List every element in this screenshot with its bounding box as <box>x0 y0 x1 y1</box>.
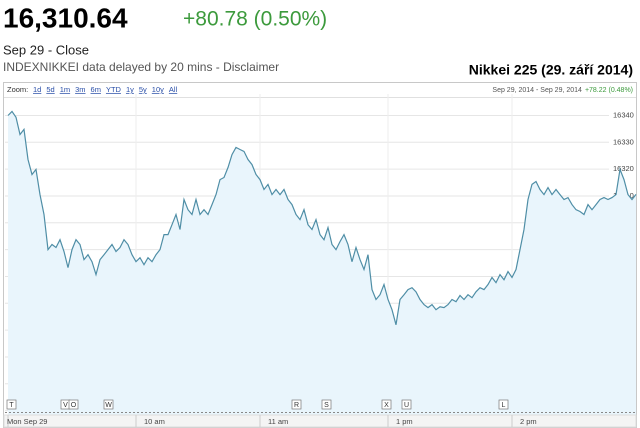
zoom-option[interactable]: 5y <box>139 85 147 94</box>
zoom-option[interactable]: 1m <box>60 85 70 94</box>
flag-box[interactable] <box>498 399 509 410</box>
price: 16,310.64 <box>3 2 128 33</box>
flag-letter: W <box>105 402 112 409</box>
flag-box[interactable] <box>291 399 302 410</box>
flag-box[interactable] <box>321 399 332 410</box>
zoom-option[interactable]: 6m <box>91 85 101 94</box>
y-tick-label: 16320 <box>613 164 634 173</box>
flag-letter: T <box>9 402 14 409</box>
zoom-option[interactable]: 1d <box>33 85 41 94</box>
x-tick-label: 2 pm <box>520 417 537 426</box>
delay-note[interactable]: INDEXNIKKEI data delayed by 20 mins - Di… <box>3 60 279 74</box>
zoom-option[interactable]: 5d <box>46 85 54 94</box>
flag-box[interactable] <box>381 399 392 410</box>
y-tick-label: 16330 <box>613 137 634 146</box>
price-change: +80.78 (0.50%) <box>183 8 327 31</box>
zoom-option[interactable]: All <box>169 85 178 94</box>
flag-letter: U <box>404 402 409 409</box>
flag-box[interactable] <box>68 399 79 410</box>
flag-box[interactable] <box>103 399 114 410</box>
flag-letter: O <box>71 402 77 409</box>
zoom-option[interactable]: YTD <box>106 85 122 94</box>
flag-box[interactable] <box>401 399 412 410</box>
flag-letter: L <box>502 402 506 409</box>
y-tick-label: 16340 <box>613 110 634 119</box>
x-tick-label: 11 am <box>268 417 288 426</box>
zoom-option[interactable]: 3m <box>75 85 85 94</box>
flag-box[interactable] <box>6 399 17 410</box>
flag-letter: X <box>384 402 389 409</box>
range-change: +78.22 (0.48%) <box>585 87 633 94</box>
flag-letter: S <box>324 402 329 409</box>
x-tick-label: Mon Sep 29 <box>7 417 47 426</box>
status: Sep 29 - Close <box>3 42 89 57</box>
x-tick-label: 1 pm <box>396 417 413 426</box>
zoom-label: Zoom: <box>7 85 28 94</box>
x-tick-label: 10 am <box>144 417 165 426</box>
x-axis-bar <box>3 414 637 428</box>
zoom-option[interactable]: 10y <box>152 85 164 94</box>
price-line <box>7 110 637 325</box>
zoom-option[interactable]: 1y <box>126 85 134 94</box>
flag-letter: V <box>63 402 68 409</box>
chart-title: Nikkei 225 (29. září 2014) <box>469 62 633 78</box>
range-text: Sep 29, 2014 - Sep 29, 2014 <box>492 87 582 94</box>
area <box>8 111 636 417</box>
flag-letter: R <box>294 402 299 409</box>
